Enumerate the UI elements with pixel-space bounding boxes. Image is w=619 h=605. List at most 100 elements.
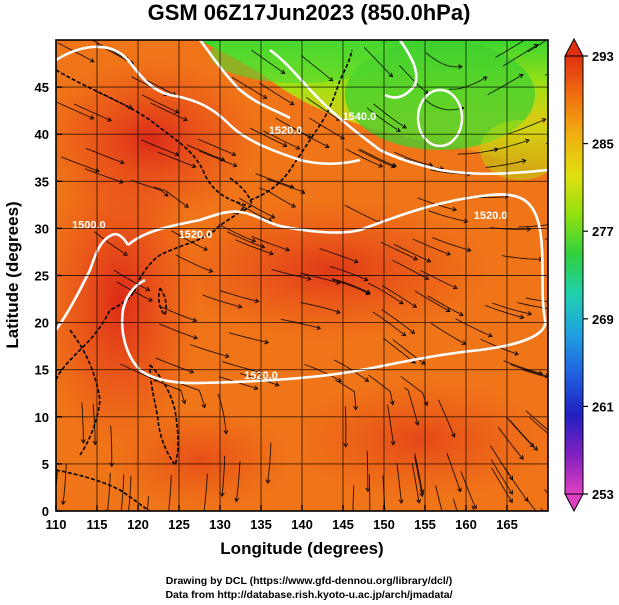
colorbar: 293 285 277 269 261 253 [564,37,614,513]
streamline-arrowhead [307,134,312,139]
streamline [235,461,241,502]
streamline [222,361,262,374]
streamline [271,268,311,280]
streamline [74,103,112,122]
streamline [455,318,493,337]
contour-1540-b [198,40,291,120]
streamline-arrowhead [335,309,341,314]
streamline-arrowhead [472,504,477,510]
streamline-arrowhead [365,487,371,493]
streamline [168,475,172,511]
streamline-arrowhead [388,72,394,78]
streamline [366,107,401,132]
streamline [393,243,431,263]
streamline-arrowhead [519,314,525,320]
streamline [372,311,406,337]
streamline-arrowhead [426,258,432,263]
streamline [490,459,513,495]
streamline [487,74,524,95]
streamline [527,40,548,53]
y-tick-label: 15 [35,363,49,378]
streamline [177,382,206,408]
streamline [61,156,100,172]
streamline-arrowhead [50,510,54,514]
streamline-arrowhead [193,335,199,340]
streamline [489,139,530,152]
streamline-arrowhead [181,399,187,405]
streamline [251,235,290,251]
streamline-arrowhead [282,142,288,147]
streamline-arrowhead [285,247,291,252]
streamline [387,404,394,445]
streamline [368,474,371,511]
y-tick-label: 20 [35,316,49,331]
streamline-arrowhead [92,440,98,446]
credit-line-2: Data from http://database.rish.kyoto-u.a… [165,589,452,601]
streamline [319,248,358,263]
streamline-arrowhead [60,500,66,506]
streamline-arrowhead [208,268,214,273]
streamline [491,467,513,503]
streamline [300,272,340,284]
streamline [120,474,125,511]
streamline-arrowhead [203,246,208,251]
streamline [460,471,477,509]
streamline [446,453,461,492]
streamline-arrowhead [148,297,153,302]
streamline-arrowhead [119,159,125,165]
streamline [280,318,321,329]
streamline [430,322,466,345]
streamline-arrowhead [457,487,462,493]
streamline [238,197,275,219]
streamline-arrowhead [548,527,552,531]
streamline-arrowhead [466,247,472,253]
streamline [366,450,369,492]
streamline-arrowhead [80,439,86,444]
streamline [414,453,424,494]
streamline-arrowhead [280,69,286,75]
streamline-arrowhead [251,238,257,243]
streamline-arrowhead [191,163,197,169]
streamline [411,463,420,503]
streamline-arrowhead [526,226,532,232]
streamline-arrowhead [569,514,573,518]
y-tick-label: 5 [42,457,49,472]
streamline [382,337,416,364]
x-axis: 110 115 120 125 130 135 140 145 150 155 160 165 [46,505,518,532]
colorbar-min-arrow [564,493,584,513]
streamline-arrowhead [365,289,371,295]
streamline-arrowhead [364,377,370,382]
streamline [367,282,404,305]
x-tick-label: 115 [87,517,108,532]
streamline [251,49,285,74]
streamline [255,173,294,188]
streamline-arrowhead [557,378,561,382]
streamline [190,344,229,358]
streamline-arrowhead [419,492,425,498]
streamline-arrowhead [524,138,530,144]
streamline [412,238,451,256]
streamline [57,42,95,63]
streamline [414,456,423,497]
y-tick-label: 45 [35,80,49,95]
colorbar-tick-label: 261 [592,399,614,414]
colorbar-tick-label: 285 [592,137,614,152]
y-tick-label: 25 [35,269,49,284]
streamline-arrowhead [219,492,225,497]
streamline-arrowhead [189,369,195,374]
streamline-arrowhead [508,475,513,481]
x-tick-label: 165 [496,517,518,532]
streamline-arrowhead [289,100,295,106]
colorbar-tick-label: 269 [592,312,614,327]
contour-label: 1500.0 [72,219,106,231]
streamline-arrowhead [396,127,401,132]
streamline-arrowhead [508,489,513,495]
streamline [267,442,272,484]
streamline [186,144,225,161]
streamline [259,187,296,208]
chart-title: GSM 06Z17Jun2023 (850.0hPa) [148,0,471,25]
streamline [352,485,355,511]
streamline [130,179,169,197]
streamline [300,55,333,82]
streamline [452,498,458,511]
